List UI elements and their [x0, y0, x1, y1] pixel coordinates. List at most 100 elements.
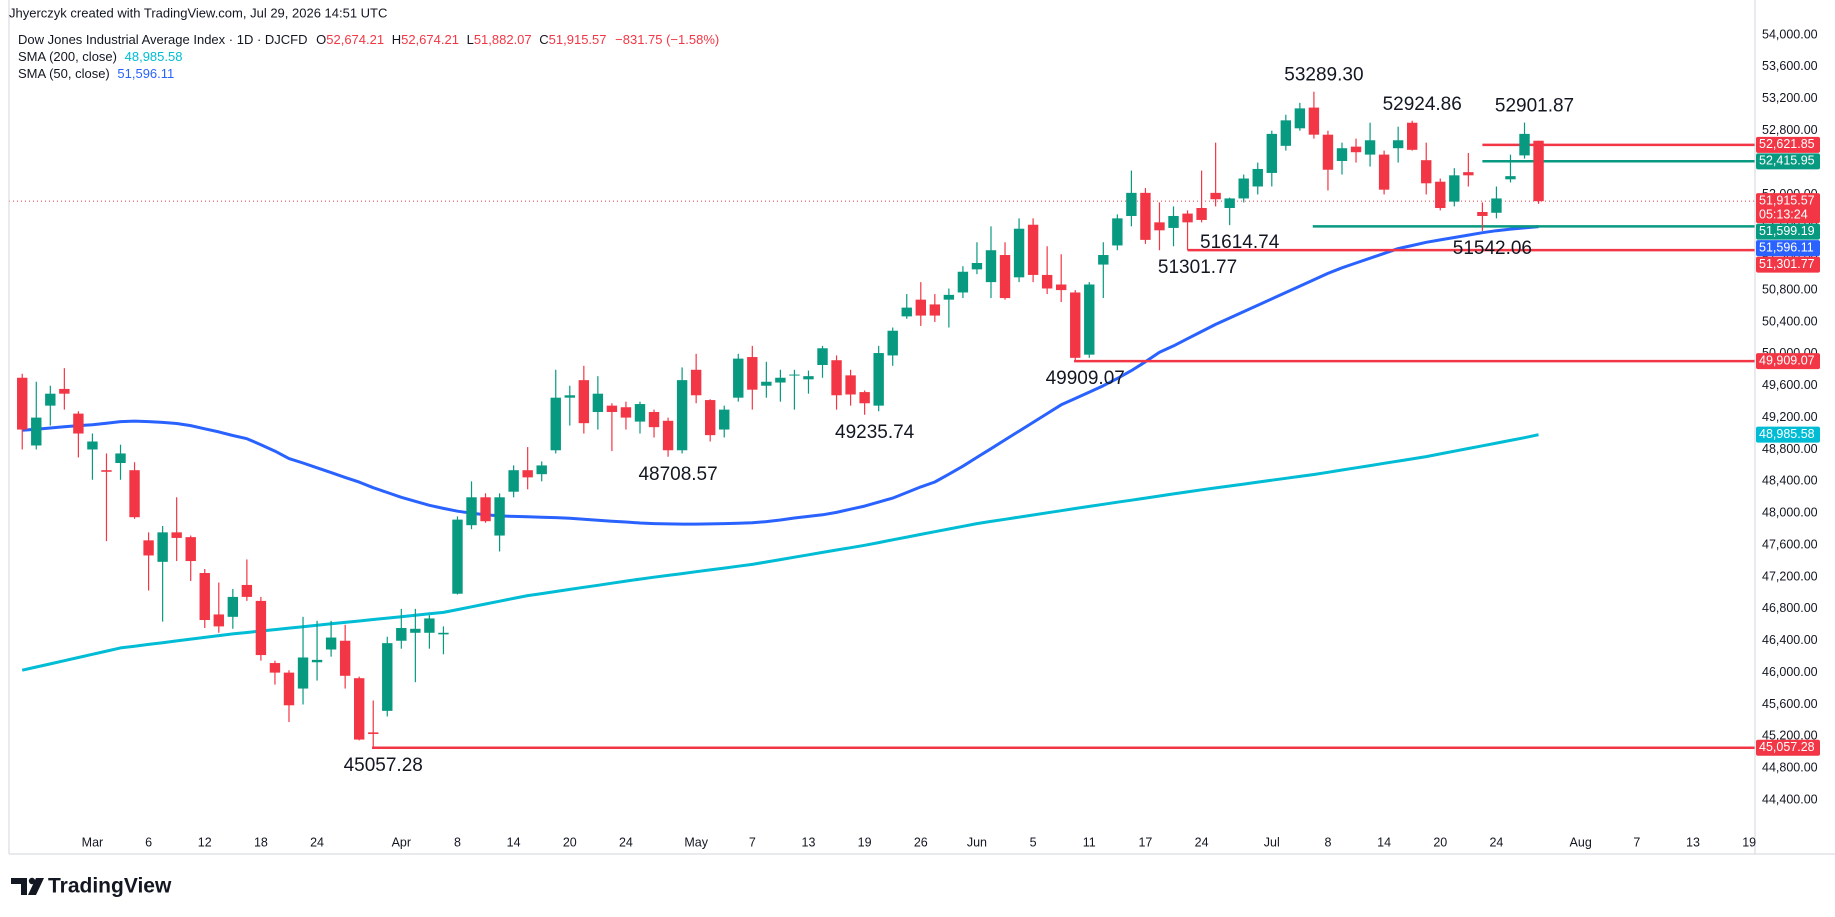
candle-body [1084, 284, 1095, 355]
x-tick-label: 8 [454, 835, 461, 849]
price-box [1756, 136, 1820, 153]
x-tick-label: 11 [1083, 835, 1096, 849]
candle-body [845, 375, 856, 395]
price-box [1756, 153, 1820, 170]
candle-body [985, 250, 997, 283]
price-box-label: 52,621.85 [1759, 137, 1815, 151]
x-tick-label: Apr [392, 835, 411, 849]
legend-series-name: SMA (50, close) [18, 66, 110, 81]
candle-body [87, 441, 98, 450]
x-tick-label: Aug [1570, 835, 1592, 849]
x-tick-label: 6 [145, 835, 152, 849]
x-tick-label: 7 [749, 835, 756, 849]
x-tick-label: 12 [198, 835, 212, 849]
x-tick-label: 26 [914, 835, 928, 849]
candle-body [859, 392, 870, 404]
candle-body [690, 369, 702, 396]
y-tick-label: 53,200.00 [1762, 91, 1818, 105]
price-box-label: 51,596.11 [1759, 240, 1814, 254]
price-box [1756, 739, 1820, 756]
candle-body [1350, 146, 1362, 153]
candle-body [1294, 108, 1306, 129]
legend-title: Dow Jones Industrial Average Index · 1D … [18, 32, 308, 47]
candle-body [368, 732, 379, 734]
candle-body [971, 262, 983, 270]
price-box-label: 48,985.58 [1759, 427, 1815, 441]
legend-series-name: SMA (200, close) [18, 49, 117, 64]
y-tick-label: 48,800.00 [1762, 442, 1818, 456]
price-annotation: 49909.07 [1046, 368, 1125, 389]
x-tick-label: 20 [1433, 835, 1447, 849]
candle-body [1406, 122, 1418, 150]
candle-body [115, 453, 126, 464]
candle-body [494, 497, 505, 536]
candle-body [1168, 215, 1179, 228]
candle-body [339, 640, 351, 676]
candle-body [817, 348, 828, 365]
candle-body [101, 470, 112, 472]
ohlc-value: 52,674.21 [326, 32, 384, 47]
candle-body [747, 357, 758, 390]
x-tick-label: 14 [1377, 835, 1391, 849]
candle-body [901, 307, 912, 317]
candle-body [550, 397, 561, 451]
candle-body [957, 271, 969, 293]
y-tick-label: 52,800.00 [1762, 123, 1818, 137]
logo-mark [28, 878, 44, 895]
price-box [1756, 240, 1820, 257]
candle-body [185, 537, 196, 562]
y-tick-label: 48,400.00 [1762, 474, 1818, 488]
ohlc-value: 51,882.07 [474, 32, 532, 47]
candle-body [1126, 192, 1137, 216]
candle-body [157, 532, 168, 562]
candle-body [634, 404, 646, 422]
ohlc-value: 52,674.21 [401, 32, 459, 47]
candle-body [424, 618, 435, 633]
candle-body [1140, 192, 1151, 240]
candle-body [1449, 175, 1460, 202]
candle-body [17, 377, 28, 430]
x-tick-label: 19 [858, 835, 872, 849]
candle-body [410, 628, 421, 633]
y-tick-label: 50,800.00 [1762, 282, 1818, 296]
candle-body [143, 540, 154, 556]
candle-body [1364, 140, 1376, 155]
candle-body [396, 627, 407, 641]
price-annotation: 48708.57 [638, 464, 717, 485]
y-tick-label: 45,600.00 [1762, 697, 1818, 711]
plot-area [9, 91, 1755, 749]
x-tick-label: 24 [1195, 835, 1209, 849]
candle-body [536, 465, 547, 475]
price-annotation: 49235.74 [835, 422, 915, 443]
candle-body [1336, 148, 1348, 161]
x-tick-label: Jun [967, 835, 987, 849]
candle-body [438, 632, 449, 635]
candle-body [171, 532, 182, 538]
candle-body [1027, 224, 1039, 275]
ohlc-key: L [467, 32, 474, 47]
candle-body [831, 360, 842, 396]
candle-body [59, 388, 70, 394]
y-tick-label: 46,800.00 [1762, 601, 1818, 615]
x-tick-label: 5 [1030, 835, 1037, 849]
y-tick-label: 54,000.00 [1762, 27, 1818, 41]
candle-body [452, 519, 463, 594]
candle-body [508, 470, 519, 492]
ohlc-value: 51,915.57 [549, 32, 607, 47]
legend-series-value: 48,985.58 [125, 49, 183, 64]
legend-sma: SMA (50, close) 51,596.11 [18, 66, 174, 81]
candle-body [564, 395, 575, 398]
x-tick-label: Mar [82, 835, 104, 849]
x-tick-label: 14 [507, 835, 521, 849]
candle-body [1013, 228, 1025, 278]
logo-mark [11, 878, 27, 895]
candle-body [873, 353, 884, 406]
y-tick-label: 44,400.00 [1762, 792, 1818, 806]
candle-body [915, 299, 926, 316]
price-box-label: 05:13:24 [1759, 207, 1808, 221]
candle-body [1238, 178, 1249, 199]
credit: Jhyerczyk created with TradingView.com, … [9, 5, 387, 20]
candle-body [606, 405, 618, 413]
